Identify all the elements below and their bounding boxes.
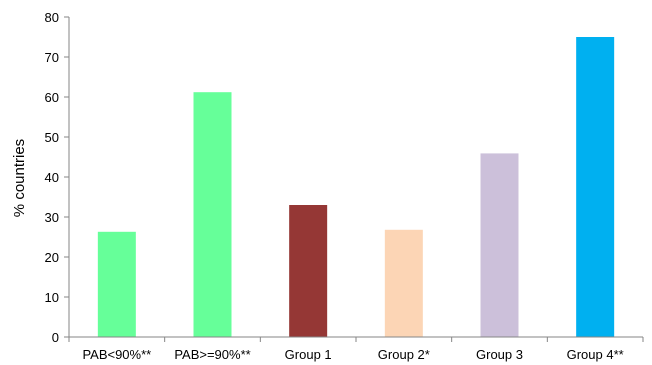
bar (480, 153, 519, 337)
bar (193, 92, 232, 337)
x-tick-label: PAB>=90%** (174, 347, 250, 362)
y-tick-label: 50 (45, 130, 59, 145)
y-tick-label: 30 (45, 210, 59, 225)
x-tick-label: Group 3 (476, 347, 523, 362)
axes (68, 17, 643, 338)
y-tick-label: 20 (45, 250, 59, 265)
y-tick-label: 10 (45, 290, 59, 305)
y-tick-label: 80 (45, 10, 59, 25)
y-tick-label: 0 (52, 330, 59, 345)
x-tick-label: PAB<90%** (82, 347, 151, 362)
y-tick-label: 40 (45, 170, 59, 185)
bar (384, 229, 423, 337)
bar (97, 231, 136, 337)
y-axis-label: % countries (11, 139, 28, 217)
y-tick-label: 60 (45, 90, 59, 105)
y-axis-ticks: 0 10 20 30 40 50 60 70 80 (45, 10, 69, 345)
x-tick-label: Group 4** (567, 347, 624, 362)
bar (289, 205, 328, 337)
x-axis-ticks: PAB<90%** PAB>=90%** Group 1 Group 2* Group … (68, 337, 644, 362)
x-tick-label: Group 1 (285, 347, 332, 362)
bar (576, 37, 615, 337)
x-tick-label: Group 2* (378, 347, 430, 362)
y-tick-label: 70 (45, 50, 59, 65)
bars (97, 37, 615, 337)
